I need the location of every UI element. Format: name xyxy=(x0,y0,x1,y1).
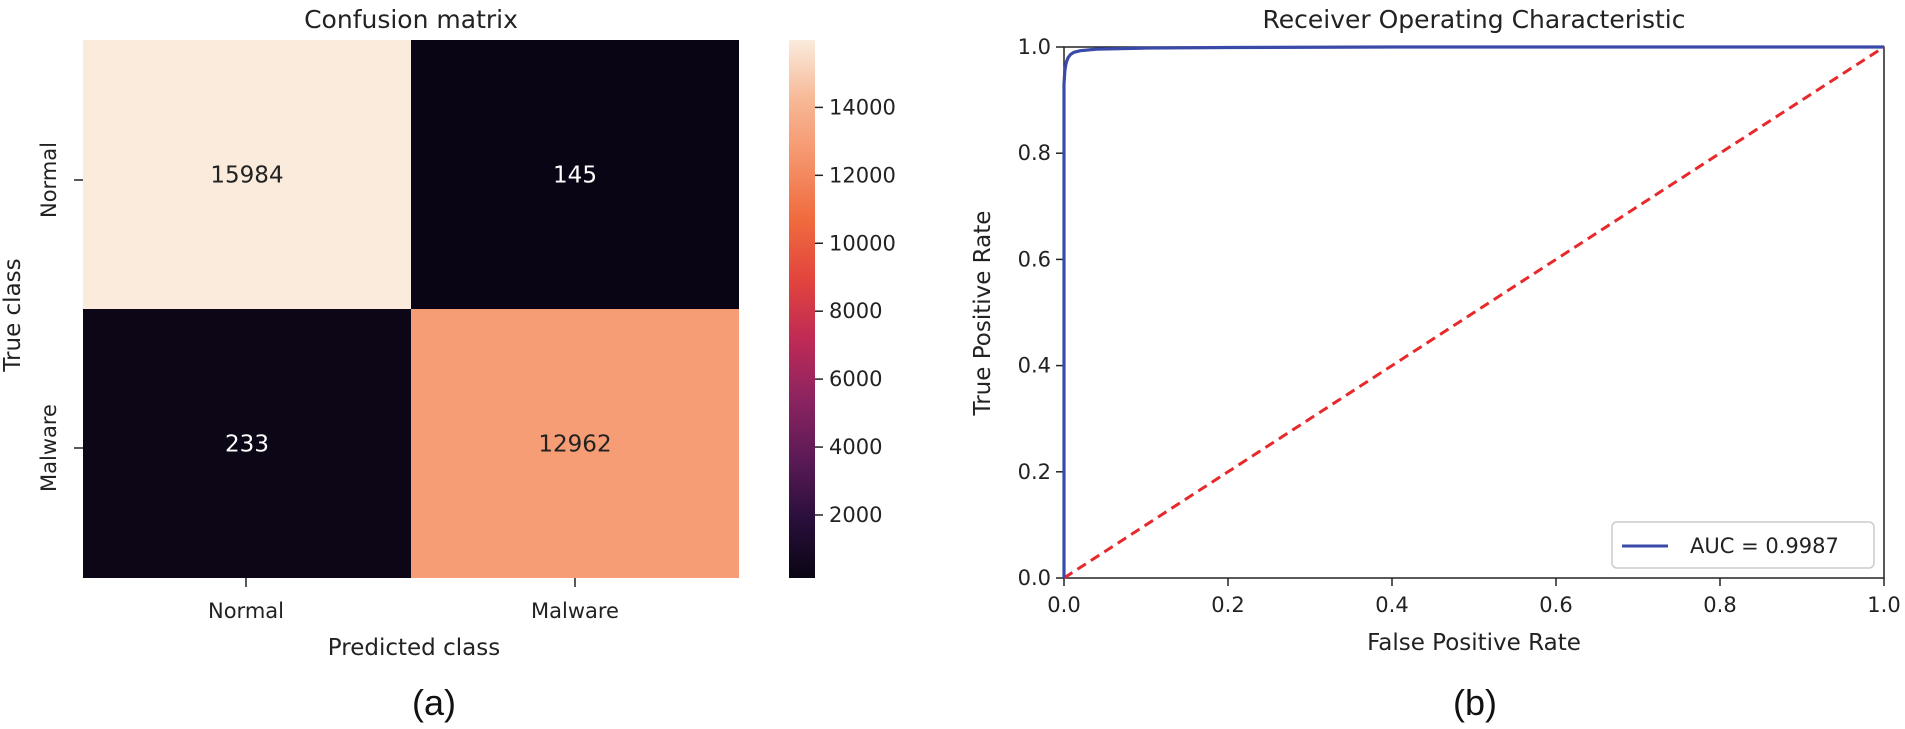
colorbar-tick-label: 8000 xyxy=(829,299,882,323)
colorbar-tick-label: 14000 xyxy=(829,95,896,119)
cm-ytick-normal: Normal xyxy=(37,142,61,218)
roc-xtick-label: 0.8 xyxy=(1703,593,1736,617)
cm-cell xyxy=(83,309,411,578)
cm-cell-value: 145 xyxy=(553,163,597,189)
colorbar-tick-label: 6000 xyxy=(829,367,882,391)
cm-xtick-normal: Normal xyxy=(208,599,284,623)
roc-title: Receiver Operating Characteristic xyxy=(1263,5,1686,34)
colorbar-tick-label: 10000 xyxy=(829,231,896,255)
cm-cell xyxy=(411,40,739,309)
roc-legend: AUC = 0.9987 xyxy=(1611,521,1875,569)
cm-cell-value: 15984 xyxy=(210,163,283,189)
cm-title: Confusion matrix xyxy=(304,5,518,34)
caption-a: (a) xyxy=(412,682,456,723)
cm-ytick-malware: Malware xyxy=(37,404,61,492)
roc-xtick-label: 1.0 xyxy=(1867,593,1900,617)
roc-legend-box xyxy=(1611,521,1875,569)
roc-panel: Receiver Operating Characteristic 0.0 0.2… xyxy=(970,5,1901,656)
cm-cell xyxy=(83,40,411,309)
roc-xtick-label: 0.6 xyxy=(1539,593,1572,617)
colorbar-tick-label: 12000 xyxy=(829,163,896,187)
roc-ytick-label: 1.0 xyxy=(1018,35,1051,59)
roc-curve xyxy=(1062,45,1884,578)
colorbar xyxy=(789,40,815,578)
cm-ylabel: True class xyxy=(0,258,26,372)
roc-lines xyxy=(1062,45,1885,580)
roc-ytick-label: 0.2 xyxy=(1018,460,1051,484)
colorbar-tick-label: 4000 xyxy=(829,435,882,459)
roc-ylabel: True Positive Rate xyxy=(970,211,996,417)
roc-ytick-label: 0.4 xyxy=(1018,354,1051,378)
colorbar-tick-label: 2000 xyxy=(829,503,882,527)
caption-b: (b) xyxy=(1453,682,1497,723)
roc-xlabel: False Positive Rate xyxy=(1367,630,1581,656)
confusion-matrix-panel: Confusion matrix 15984 145 233 12962 Normal… xyxy=(0,5,896,661)
cm-cell xyxy=(411,309,739,578)
cm-cells: 15984 145 233 12962 xyxy=(83,40,739,578)
roc-ytick-label: 0.8 xyxy=(1018,141,1051,165)
colorbar-ticks: 2000 4000 6000 8000 10000 12000 14000 xyxy=(815,95,896,527)
cm-xtick-malware: Malware xyxy=(531,599,619,623)
roc-legend-label: AUC = 0.9987 xyxy=(1690,534,1839,558)
cm-cell-value: 233 xyxy=(225,432,269,458)
roc-xtick-label: 0.0 xyxy=(1047,593,1080,617)
roc-ytick-label: 0.0 xyxy=(1018,566,1051,590)
roc-xtick-label: 0.4 xyxy=(1375,593,1408,617)
cm-xlabel: Predicted class xyxy=(328,635,500,661)
roc-xtick-label: 0.2 xyxy=(1211,593,1244,617)
roc-ticks: 0.0 0.2 0.4 0.6 0.8 1.0 0.0 0.2 0.4 0.6 0.8 1.0 xyxy=(1018,35,1901,617)
roc-chance-line xyxy=(1063,45,1885,580)
roc-ytick-label: 0.6 xyxy=(1018,247,1051,271)
cm-cell-value: 12962 xyxy=(538,432,611,458)
